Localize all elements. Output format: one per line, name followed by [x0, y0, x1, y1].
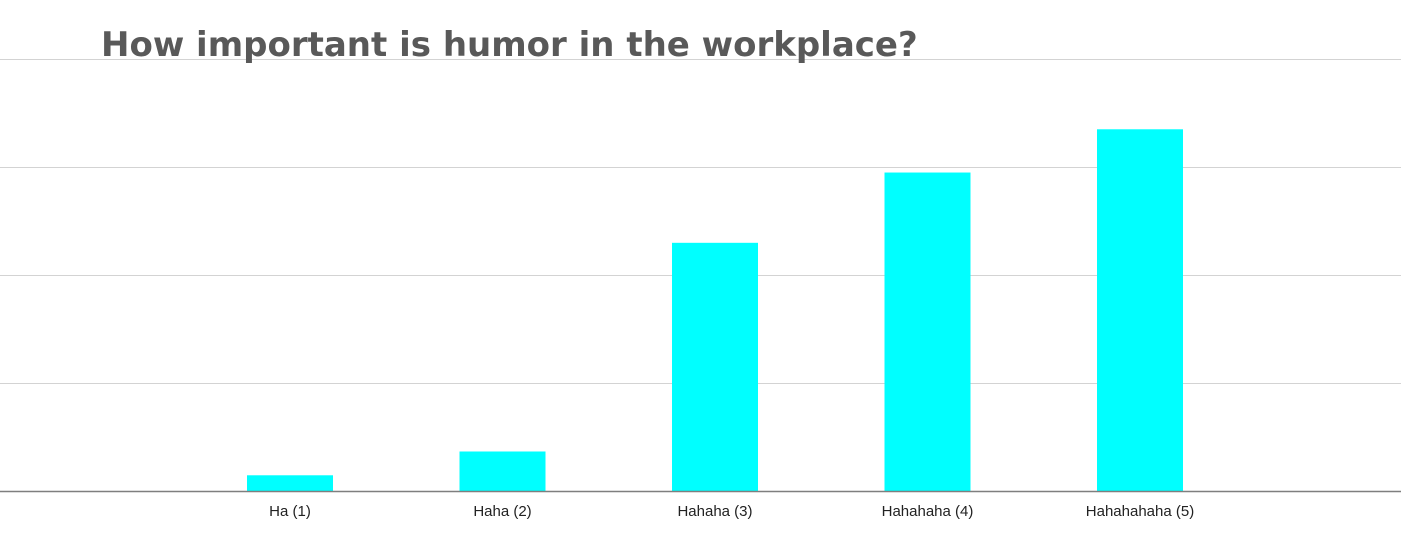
bar-4 — [884, 172, 971, 492]
bar-1 — [247, 475, 333, 492]
x-tick-label-3: Hahaha (3) — [677, 503, 752, 520]
x-tick-label-4: Hahahaha (4) — [882, 503, 974, 520]
bar-3 — [672, 242, 758, 492]
bar-2 — [459, 451, 546, 492]
x-tick-label-2: Haha (2) — [473, 503, 531, 520]
bars — [247, 129, 1183, 492]
chart-title: How important is humor in the workplace? — [101, 25, 918, 65]
x-tick-label-1: Ha (1) — [269, 503, 311, 520]
bar-5 — [1097, 129, 1183, 492]
x-tick-labels: Ha (1) Haha (2) Hahaha (3) Hahahaha (4) Haha… — [269, 503, 1194, 520]
x-tick-label-5: Hahahahaha (5) — [1086, 503, 1194, 520]
